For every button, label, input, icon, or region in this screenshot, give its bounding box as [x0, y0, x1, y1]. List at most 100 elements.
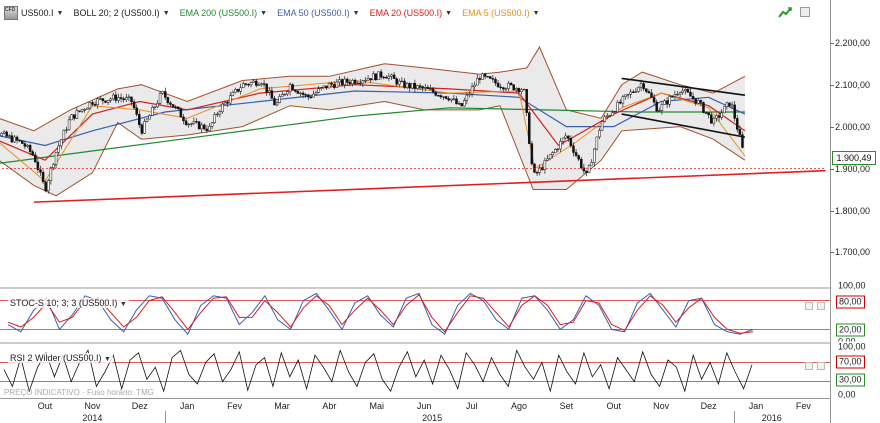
candle-up [470, 86, 474, 95]
candle-up [60, 139, 63, 147]
stochastic-label[interactable]: STOC-S 10; 3; 3 (US500.I) ▼ [8, 298, 129, 308]
chevron-down-icon: ▼ [352, 9, 360, 17]
candle-up [411, 82, 414, 89]
candle-up [613, 111, 617, 113]
candle-up [187, 123, 190, 126]
candle-down [140, 124, 144, 134]
year-separator [165, 411, 167, 423]
candle-up [278, 96, 281, 103]
candle-up [715, 115, 718, 119]
candle-down [122, 98, 125, 100]
month-label: Jul [465, 401, 478, 411]
candle-down [403, 80, 406, 88]
candle-up [221, 103, 224, 112]
candle-up [551, 152, 554, 156]
candle-down [509, 82, 513, 85]
price-chart-canvas[interactable] [0, 0, 830, 398]
bollinger-bands [0, 45, 746, 197]
indicator-ema200[interactable]: EMA 200 (US500.I) ▼ [180, 8, 267, 18]
candle-up [637, 86, 640, 92]
candle-up [49, 167, 53, 181]
candle-up [400, 80, 404, 83]
candle-down [437, 95, 440, 97]
candle-down [642, 83, 645, 90]
candle-up [83, 109, 86, 111]
candle-down [535, 172, 539, 174]
moving-averages [0, 79, 746, 182]
chevron-down-icon: ▼ [119, 301, 127, 308]
candle-down [486, 76, 489, 78]
candle-up [229, 95, 232, 104]
candle-down [340, 79, 344, 85]
candle-down [691, 96, 695, 99]
candle-up [275, 102, 279, 106]
month-label: Fev [227, 401, 243, 411]
indicator-ema20[interactable]: EMA 20 (US500.I) ▼ [370, 8, 452, 18]
trend-icon[interactable] [778, 6, 792, 18]
candle-up [96, 98, 99, 105]
candle-up [452, 98, 456, 100]
symbol-selector[interactable]: CFD SP500 US500.I ▼ [4, 6, 63, 20]
candle-up [730, 104, 734, 107]
candle-up [678, 92, 682, 95]
year-separator [733, 411, 735, 423]
candle-down [31, 151, 34, 156]
candle-down [408, 83, 411, 89]
candle-down [704, 112, 708, 114]
indicator-ema5[interactable]: EMA 5 (US500.I) ▼ [462, 8, 539, 18]
rsi-level-min: 0,00 [836, 389, 858, 401]
candle-up [125, 97, 128, 100]
indicator-ema50[interactable]: EMA 50 (US500.I) ▼ [277, 8, 359, 18]
candle-down [203, 124, 206, 130]
year-label: 2015 [422, 413, 443, 423]
ema-200-line [0, 107, 745, 164]
candle-down [491, 78, 495, 80]
candle-up [0, 132, 3, 137]
candle-up [515, 88, 518, 91]
candle-down [179, 108, 183, 118]
indicator-boll[interactable]: BOLL 20; 2 (US500.I) ▼ [73, 8, 169, 18]
close-icon[interactable] [817, 302, 825, 310]
rsi-line [3, 349, 753, 393]
candle-up [546, 158, 549, 161]
candle-up [424, 87, 427, 89]
month-label: Jan [748, 401, 764, 411]
candle-up [351, 79, 354, 85]
price-tick-label: 2.100,00 [835, 79, 871, 90]
candle-down [247, 83, 250, 86]
candle-up [260, 83, 263, 86]
candle-down [18, 139, 21, 142]
maximize-icon[interactable] [805, 362, 813, 370]
bollinger-upper-line [0, 45, 746, 132]
candle-down [138, 114, 141, 126]
month-label: Ago [510, 401, 528, 411]
restore-icon[interactable] [800, 7, 810, 17]
rsi-panel-controls [805, 362, 825, 370]
candle-down [455, 98, 458, 105]
candle-down [707, 112, 710, 116]
candle-up [249, 82, 253, 86]
candle-down [195, 121, 198, 123]
close-icon[interactable] [817, 362, 825, 370]
maximize-icon[interactable] [805, 302, 813, 310]
candle-up [286, 91, 289, 95]
candle-down [418, 85, 422, 87]
candle-down [431, 88, 435, 93]
candle-up [663, 100, 666, 105]
candle-down [736, 118, 739, 130]
candle-up [338, 79, 341, 83]
chevron-down-icon: ▼ [532, 9, 540, 17]
candle-up [684, 89, 687, 92]
candle-down [574, 152, 578, 156]
indicator-ema200-label: EMA 200 (US500.I) [179, 8, 258, 18]
candle-up [127, 96, 131, 98]
rsi-label[interactable]: RSI 2 Wilder (US500.I) ▼ [8, 353, 113, 363]
stochastic-k-line [7, 292, 754, 336]
candle-up [283, 93, 287, 96]
candle-up [231, 91, 235, 97]
indicator-ema20-label: EMA 20 (US500.I) [369, 8, 443, 18]
indicator-ema50-label: EMA 50 (US500.I) [277, 8, 350, 18]
candle-up [67, 119, 71, 131]
candle-up [320, 87, 323, 89]
candle-up [465, 94, 469, 101]
